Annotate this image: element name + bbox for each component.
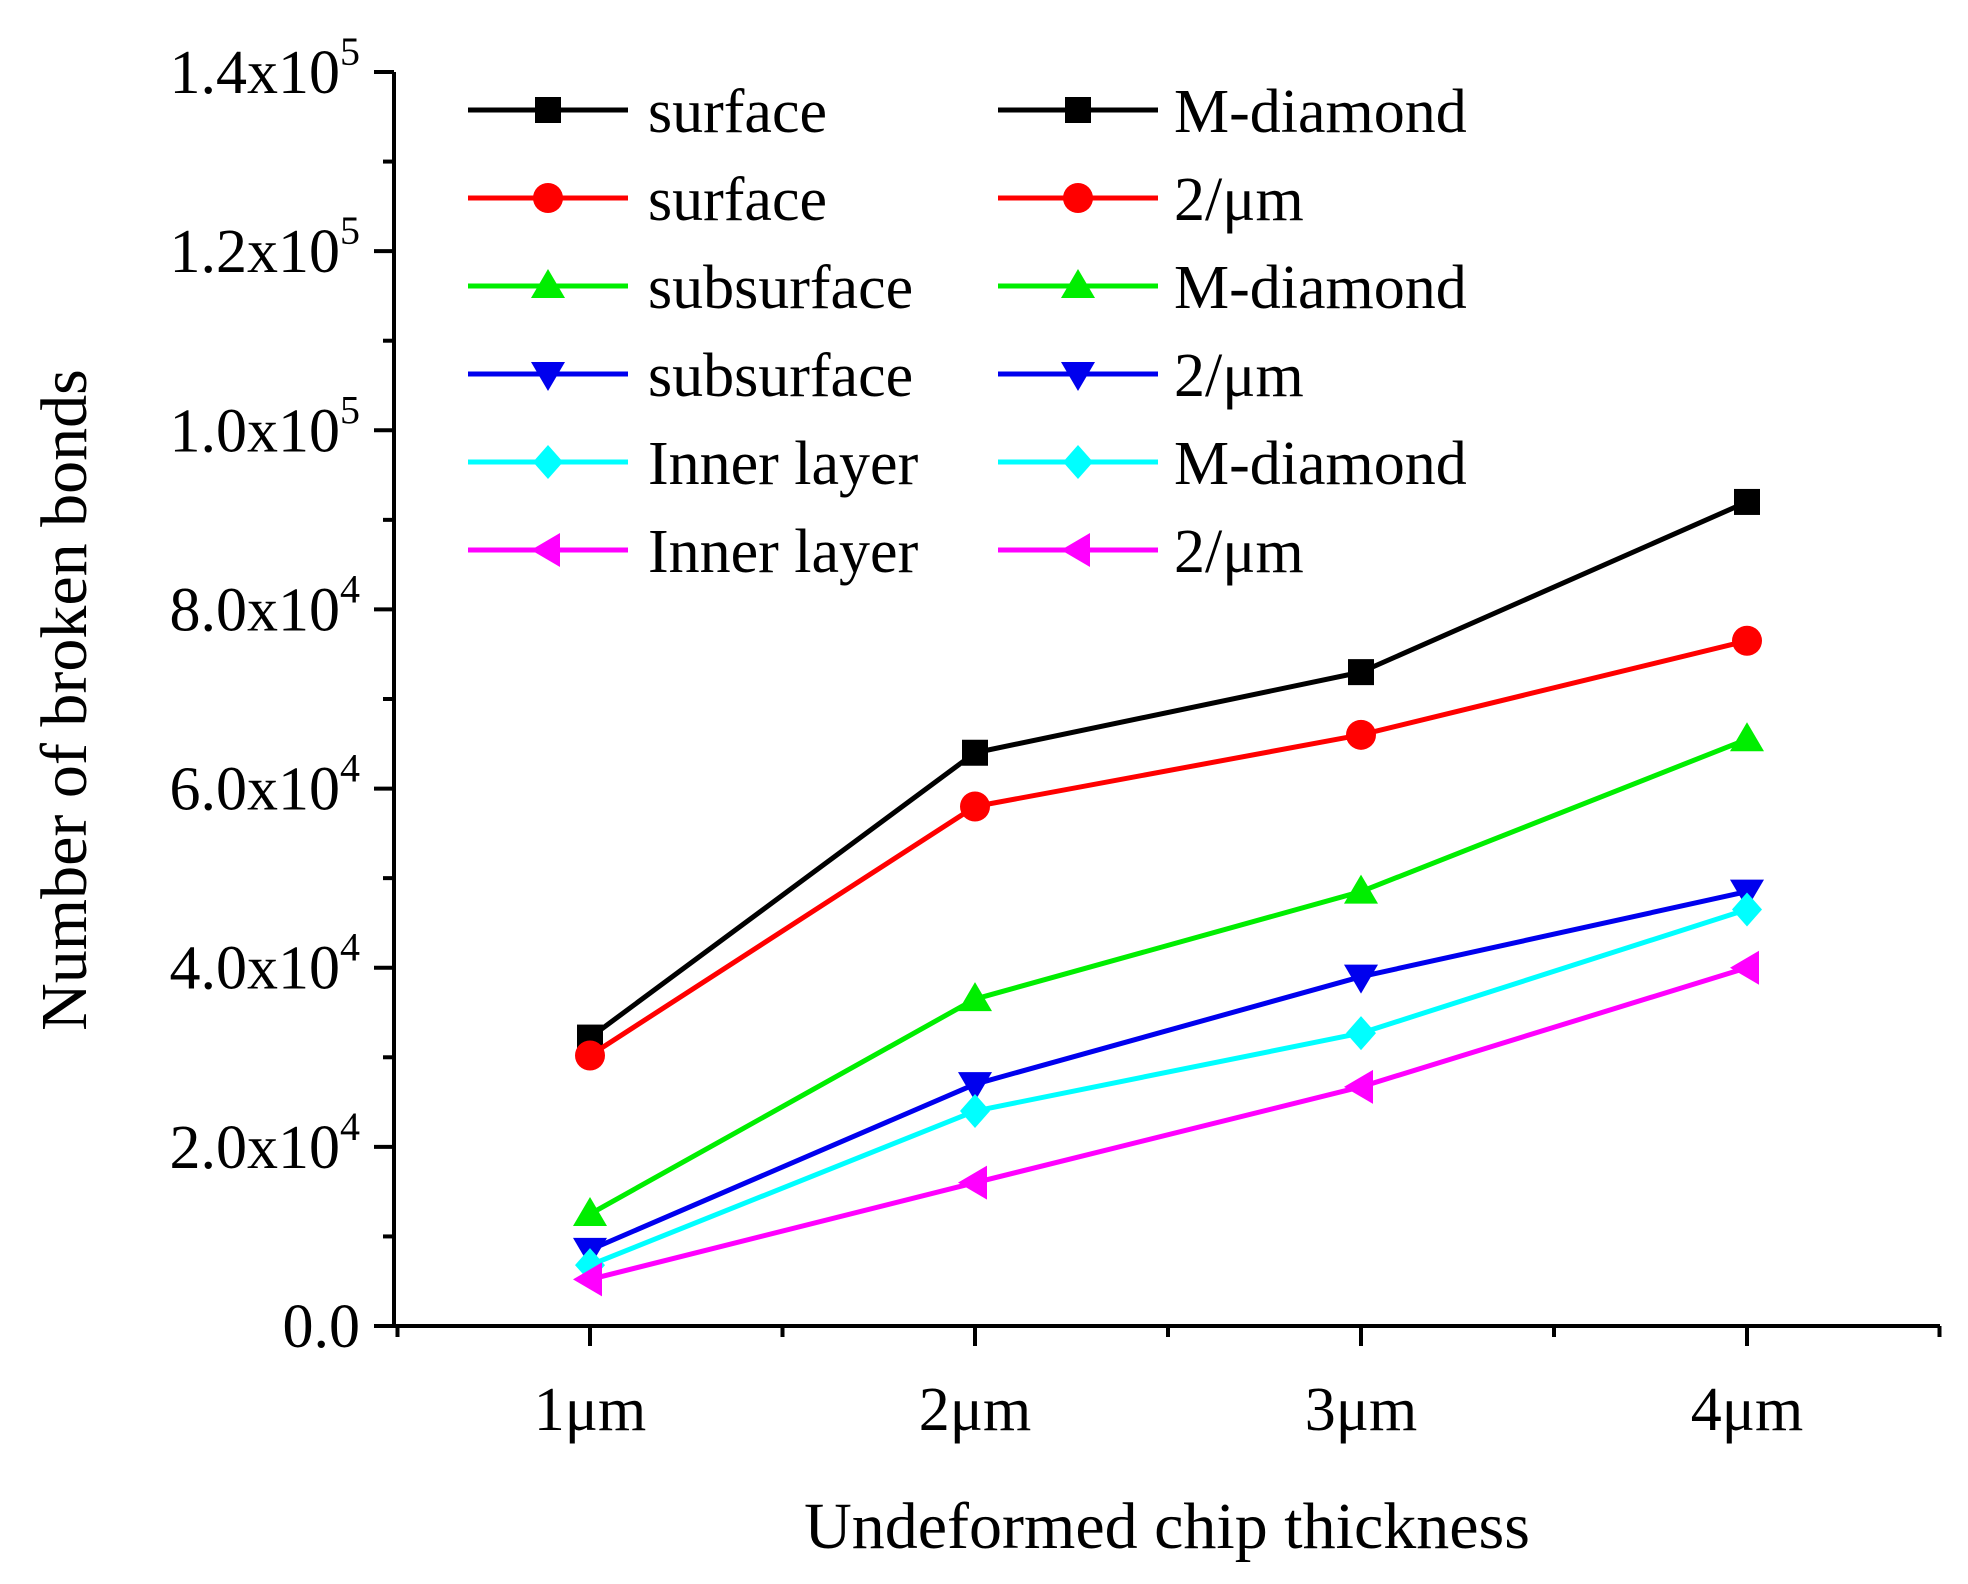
legend-label: Inner layer bbox=[648, 518, 919, 586]
x-tick-label: 3μm bbox=[1305, 1376, 1417, 1444]
legend-entry: Inner layer bbox=[468, 518, 919, 586]
series bbox=[575, 625, 1762, 1071]
data-point bbox=[1730, 950, 1759, 985]
legend-label: M-diamond bbox=[1174, 254, 1467, 322]
legend-entry: 2/μm bbox=[998, 518, 1304, 586]
x-axis-title: Undeformed chip thickness bbox=[804, 1490, 1530, 1563]
series-line bbox=[588, 499, 1749, 1040]
x-tick-label: 4μm bbox=[1691, 1376, 1803, 1444]
data-point bbox=[1344, 874, 1378, 904]
legend-marker bbox=[533, 183, 563, 213]
legend-marker bbox=[1061, 269, 1095, 298]
y-axis-title: Number of broken bonds bbox=[28, 369, 101, 1031]
legend-label: M-diamond bbox=[1174, 430, 1467, 498]
legend-label: 2/μm bbox=[1174, 342, 1304, 410]
series bbox=[575, 892, 1762, 1283]
y-tick-label: 4.0x104 bbox=[170, 925, 361, 1003]
data-point bbox=[960, 1094, 990, 1129]
data-point bbox=[958, 1072, 992, 1102]
y-tick-label: 1.0x105 bbox=[170, 387, 361, 465]
data-point bbox=[1346, 1016, 1376, 1051]
legend-entry: M-diamond bbox=[998, 254, 1467, 322]
data-point bbox=[1348, 659, 1374, 686]
y-tick-label: 8.0x104 bbox=[170, 566, 361, 644]
y-tick-label: 0.0 bbox=[283, 1293, 361, 1361]
y-tick-label: 1.4x105 bbox=[170, 29, 361, 107]
legend-marker bbox=[531, 533, 560, 567]
y-axis-ticks: 0.0 2.0x104 4.0x104 6.0x104 8.0x104 1.0x105 1.… bbox=[170, 29, 394, 1361]
series-line bbox=[589, 965, 1748, 1282]
x-tick-label: 1μm bbox=[534, 1376, 646, 1444]
legend-label: Inner layer bbox=[648, 430, 919, 498]
legend-marker bbox=[531, 362, 565, 391]
legend-marker bbox=[1061, 362, 1095, 391]
x-tick-label: 2μm bbox=[919, 1376, 1031, 1444]
series bbox=[577, 488, 1760, 1051]
data-point bbox=[1344, 1069, 1373, 1104]
series bbox=[573, 950, 1759, 1297]
legend-entry: subsurface bbox=[468, 254, 913, 322]
data-point bbox=[958, 982, 992, 1012]
legend-marker bbox=[533, 445, 563, 479]
legend-entry: surface bbox=[468, 166, 827, 234]
series-line bbox=[588, 736, 1748, 1217]
legend-marker bbox=[531, 269, 565, 298]
data-point bbox=[962, 739, 988, 766]
legend-marker bbox=[1063, 183, 1093, 213]
data-point bbox=[1346, 719, 1376, 750]
legend-label: 2/μm bbox=[1174, 518, 1304, 586]
x-axis-ticks: 1μm 2μm 3μm 4μm bbox=[395, 1326, 1942, 1444]
legend-marker bbox=[1063, 445, 1093, 479]
series-layer bbox=[573, 488, 1764, 1297]
data-point bbox=[573, 1262, 602, 1297]
legend-marker bbox=[1061, 533, 1090, 567]
series-line bbox=[588, 638, 1748, 1058]
legend-label: subsurface bbox=[648, 342, 913, 410]
legend-entry: 2/μm bbox=[998, 166, 1304, 234]
data-point bbox=[1344, 964, 1378, 994]
legend-label: M-diamond bbox=[1174, 78, 1467, 146]
legend-entry: subsurface bbox=[468, 342, 913, 410]
y-tick-label: 1.2x105 bbox=[170, 208, 361, 286]
data-point bbox=[1732, 625, 1762, 656]
axes bbox=[392, 72, 1940, 1328]
legend-entry: Inner layer bbox=[468, 430, 919, 498]
legend-label: 2/μm bbox=[1174, 166, 1304, 234]
legend-marker bbox=[1065, 97, 1091, 123]
legend-entry: M-diamond bbox=[998, 430, 1467, 498]
y-tick-label: 6.0x104 bbox=[170, 746, 361, 824]
legend-entry: 2/μm bbox=[998, 342, 1304, 410]
data-point bbox=[1732, 892, 1762, 927]
data-point bbox=[575, 1040, 605, 1071]
y-tick-label: 2.0x104 bbox=[170, 1104, 361, 1182]
series-line bbox=[589, 907, 1748, 1268]
series bbox=[573, 722, 1764, 1227]
series-line bbox=[589, 889, 1748, 1253]
data-point bbox=[1730, 722, 1764, 752]
legend-label: subsurface bbox=[648, 254, 913, 322]
legend-label: surface bbox=[648, 78, 827, 146]
data-point bbox=[1734, 488, 1760, 515]
data-point bbox=[573, 1197, 607, 1227]
legend-entry: M-diamond bbox=[998, 78, 1467, 146]
legend: surface M-diamond surface 2/μm subsurface M-d… bbox=[468, 78, 1467, 586]
legend-entry: surface bbox=[468, 78, 827, 146]
legend-marker bbox=[535, 97, 561, 123]
data-point bbox=[960, 791, 990, 822]
data-point bbox=[958, 1165, 987, 1200]
legend-label: surface bbox=[648, 166, 827, 234]
